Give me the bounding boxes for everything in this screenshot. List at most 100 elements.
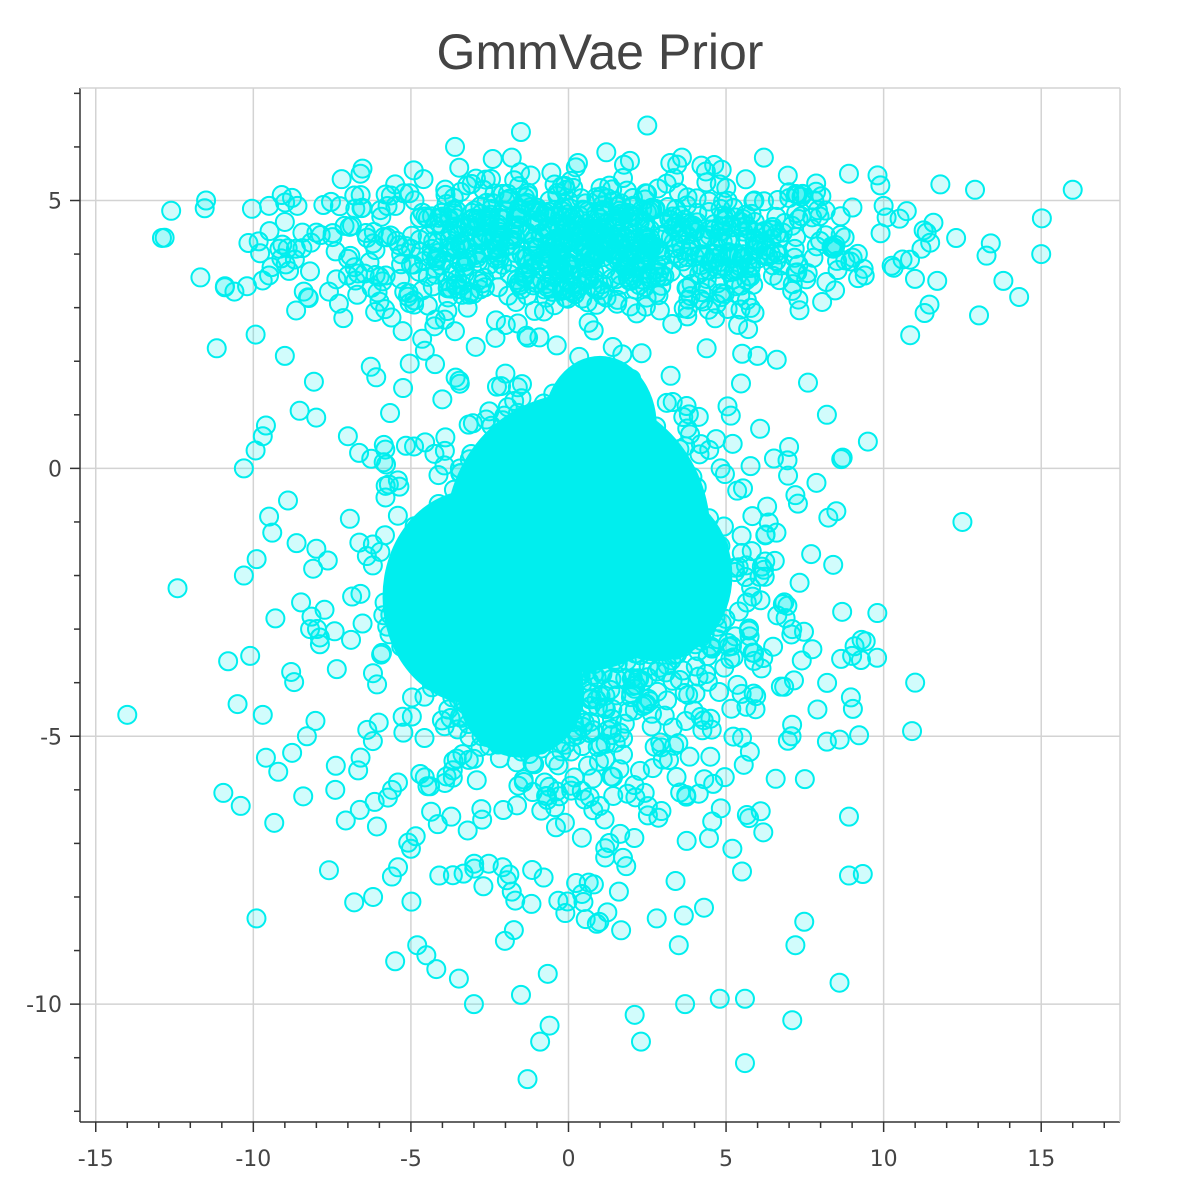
data-point xyxy=(823,238,844,259)
data-point xyxy=(735,169,756,190)
data-point xyxy=(521,893,542,914)
y-tick-label: -5 xyxy=(40,725,62,750)
data-point xyxy=(255,747,276,768)
data-point xyxy=(501,881,522,902)
data-point xyxy=(710,458,731,479)
data-point xyxy=(560,170,581,191)
data-point xyxy=(660,152,681,173)
data-point xyxy=(268,761,289,782)
data-point xyxy=(305,710,326,731)
data-point xyxy=(329,196,350,217)
data-point xyxy=(400,838,421,859)
data-point xyxy=(791,650,812,671)
data-point xyxy=(473,179,494,200)
data-point xyxy=(441,806,462,827)
data-point xyxy=(369,291,390,312)
data-point xyxy=(774,592,795,613)
data-point xyxy=(335,810,356,831)
data-point xyxy=(392,321,413,342)
data-point xyxy=(449,373,470,394)
data-point xyxy=(374,525,395,546)
data-point xyxy=(340,245,361,266)
data-point xyxy=(583,320,604,341)
data-point xyxy=(577,256,598,277)
data-point xyxy=(976,245,997,266)
data-point xyxy=(766,522,787,543)
data-point xyxy=(407,935,428,956)
data-point xyxy=(700,746,721,767)
data-point xyxy=(816,731,837,752)
data-point xyxy=(806,472,827,493)
data-point xyxy=(722,838,743,859)
data-point xyxy=(287,195,308,216)
data-point xyxy=(246,549,267,570)
data-point xyxy=(711,159,732,180)
data-point xyxy=(344,892,365,913)
data-point xyxy=(734,988,755,1009)
data-point xyxy=(779,187,800,208)
data-point xyxy=(265,608,286,629)
data-point xyxy=(765,768,786,789)
data-point xyxy=(625,787,646,808)
data-point xyxy=(838,163,859,184)
data-point xyxy=(318,281,339,302)
data-point xyxy=(246,908,267,929)
data-point xyxy=(601,669,622,690)
data-point xyxy=(428,465,449,486)
data-point xyxy=(435,179,456,200)
data-point xyxy=(817,672,838,693)
data-point xyxy=(567,220,588,241)
data-point xyxy=(873,195,894,216)
data-point xyxy=(589,796,610,817)
data-point xyxy=(571,827,592,848)
data-point xyxy=(421,801,442,822)
data-point xyxy=(564,767,585,788)
data-point xyxy=(1062,179,1083,200)
x-tick-label: -5 xyxy=(400,1147,422,1172)
dense-cluster xyxy=(581,489,733,662)
data-point xyxy=(703,773,724,794)
data-point xyxy=(842,698,863,719)
data-point xyxy=(702,811,723,832)
data-point xyxy=(637,115,658,136)
data-point xyxy=(463,748,484,769)
data-point xyxy=(673,905,694,926)
data-point xyxy=(826,501,847,522)
data-point xyxy=(545,817,566,838)
data-point xyxy=(348,760,369,781)
data-point xyxy=(626,241,647,262)
data-point xyxy=(750,418,771,439)
data-point xyxy=(757,496,778,517)
data-point xyxy=(218,651,239,672)
data-point xyxy=(339,508,360,529)
data-point xyxy=(461,202,482,223)
data-point xyxy=(530,1031,551,1052)
data-point xyxy=(832,601,853,622)
data-point xyxy=(854,265,875,286)
data-point xyxy=(292,222,313,243)
data-point xyxy=(646,908,667,929)
data-point xyxy=(1031,208,1052,229)
data-point xyxy=(789,300,810,321)
data-point xyxy=(713,220,734,241)
data-point xyxy=(314,599,335,620)
data-point xyxy=(602,179,623,200)
data-point xyxy=(482,149,503,170)
data-point xyxy=(730,373,751,394)
data-point xyxy=(621,270,642,291)
data-point xyxy=(853,258,874,279)
data-point xyxy=(206,338,227,359)
data-point xyxy=(725,276,746,297)
data-point xyxy=(324,621,345,642)
data-point xyxy=(798,372,818,393)
data-point xyxy=(675,710,696,731)
data-point xyxy=(730,285,751,306)
data-point xyxy=(471,226,492,247)
data-point xyxy=(293,786,314,807)
data-point xyxy=(264,812,285,833)
data-point xyxy=(618,222,639,243)
data-point xyxy=(437,300,458,321)
data-point xyxy=(779,436,800,457)
data-point xyxy=(214,276,235,297)
data-point xyxy=(751,658,772,679)
